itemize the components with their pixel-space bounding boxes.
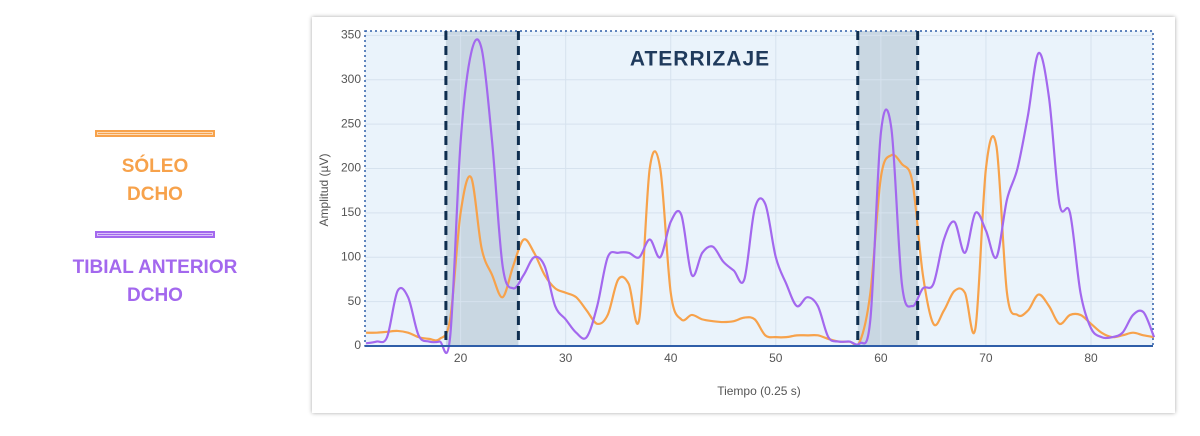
legend-label: TIBIAL ANTERIOR DCHO — [72, 257, 238, 306]
legend: SÓLEO DCHO TIBIAL ANTERIOR DCHO — [60, 130, 250, 332]
y-tick-label: 0 — [354, 338, 361, 352]
legend-item: SÓLEO DCHO — [60, 130, 250, 209]
y-tick-label: 200 — [341, 161, 361, 175]
y-tick-label: 250 — [341, 116, 361, 130]
y-tick-label: 100 — [341, 249, 361, 263]
legend-swatch — [95, 231, 215, 238]
x-tick-label: 30 — [559, 351, 573, 365]
y-tick-label: 150 — [341, 205, 361, 219]
x-tick-label: 40 — [664, 351, 678, 365]
x-tick-label: 60 — [874, 351, 888, 365]
highlight-region — [445, 31, 519, 346]
legend-item: TIBIAL ANTERIOR DCHO — [60, 231, 250, 310]
y-tick-label: 350 — [341, 28, 361, 42]
series-line — [365, 38, 1156, 355]
x-tick-label: 70 — [979, 351, 993, 365]
y-tick-label: 300 — [341, 72, 361, 86]
annotation: ATERRIZAJE — [630, 48, 770, 71]
x-tick-label: 50 — [769, 351, 783, 365]
x-axis-title: Tiempo (0.25 s) — [717, 384, 801, 398]
x-tick-label: 20 — [454, 351, 468, 365]
series-line — [366, 135, 1155, 347]
y-axis-title: Amplitud (µV) — [317, 154, 331, 227]
x-tick-label: 80 — [1084, 351, 1098, 365]
highlight-region — [857, 31, 918, 346]
legend-swatch — [95, 130, 215, 137]
y-tick-label: 50 — [348, 294, 362, 308]
legend-label: SÓLEO DCHO — [121, 156, 189, 205]
